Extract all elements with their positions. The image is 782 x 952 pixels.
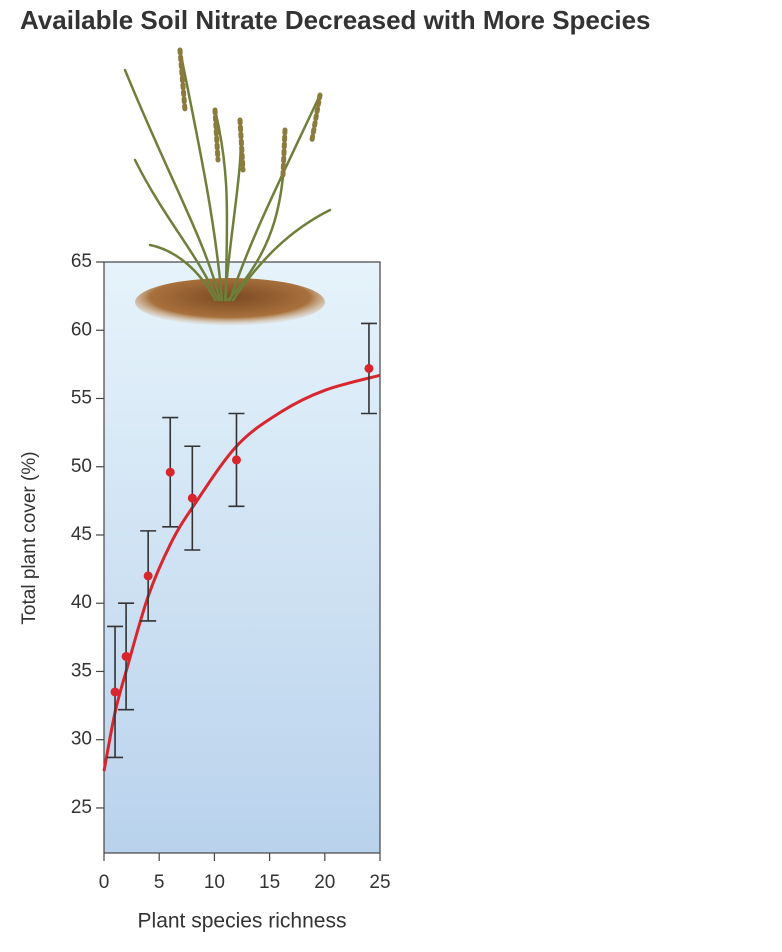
- y-tick-label: 35: [71, 660, 92, 681]
- y-tick-label: 45: [71, 524, 92, 545]
- y-axis-label: Total plant cover (%): [19, 451, 40, 624]
- chart-title: Available Soil Nitrate Decreased with Mo…: [20, 5, 651, 35]
- y-tick-label: 50: [71, 456, 92, 477]
- x-tick-label: 10: [204, 872, 225, 893]
- y-tick-label: 25: [71, 797, 92, 818]
- data-point: [187, 493, 197, 503]
- y-tick-label: 65: [71, 251, 92, 272]
- x-axis-label: Plant species richness: [138, 910, 347, 933]
- data-point: [143, 571, 153, 581]
- fit-curve: [102, 373, 381, 772]
- plant-illustration: [123, 47, 332, 326]
- data-point: [364, 363, 374, 373]
- x-tick-label: 25: [369, 872, 390, 893]
- y-tick-label: 55: [71, 388, 92, 409]
- x-tick-label: 20: [314, 872, 335, 893]
- plot-area: [103, 261, 381, 854]
- x-tick-label: 15: [259, 872, 280, 893]
- y-tick-label: 60: [71, 319, 92, 340]
- data-point: [121, 651, 131, 661]
- data-point: [231, 455, 241, 465]
- y-tick-label: 30: [71, 729, 92, 750]
- x-tick-label: 0: [99, 872, 110, 893]
- y-tick-label: 40: [71, 592, 92, 613]
- x-tick-label: 5: [154, 872, 165, 893]
- data-point: [110, 687, 120, 697]
- data-point: [165, 467, 175, 477]
